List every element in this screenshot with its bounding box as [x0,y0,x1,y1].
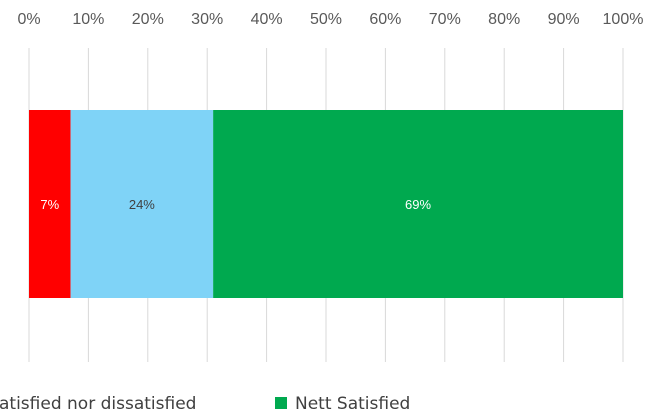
data-labels: 7% 24% 69% [40,197,431,212]
bar-segment-0 [29,110,71,298]
legend-swatch-2 [275,397,287,409]
x-tick-label-9: 90% [548,11,580,28]
x-tick-label-1: 10% [72,11,104,28]
data-label-1: 24% [129,197,155,212]
x-tick-label-3: 30% [191,11,223,28]
legend-label-1: atisfied nor dissatisfied [0,394,196,414]
bar-segment-2 [213,110,623,298]
legend: atisfied nor dissatisfied Nett Satisfied [0,394,410,414]
data-label-0: 7% [40,197,59,212]
x-tick-label-7: 70% [429,11,461,28]
x-tick-label-4: 40% [251,11,283,28]
x-tick-label-2: 20% [132,11,164,28]
bar-segments [29,110,623,298]
x-tick-label-8: 80% [488,11,520,28]
bar-segment-1 [70,110,214,298]
x-axis-tick-labels: 0% 10% 20% 30% 40% 50% 60% 70% 80% 90% 100% [17,11,643,28]
x-tick-label-0: 0% [17,11,40,28]
x-tick-label-10: 100% [603,11,644,28]
x-tick-label-5: 50% [310,11,342,28]
x-tick-label-6: 60% [369,11,401,28]
legend-label-2: Nett Satisfied [295,394,410,414]
data-label-2: 69% [405,197,431,212]
